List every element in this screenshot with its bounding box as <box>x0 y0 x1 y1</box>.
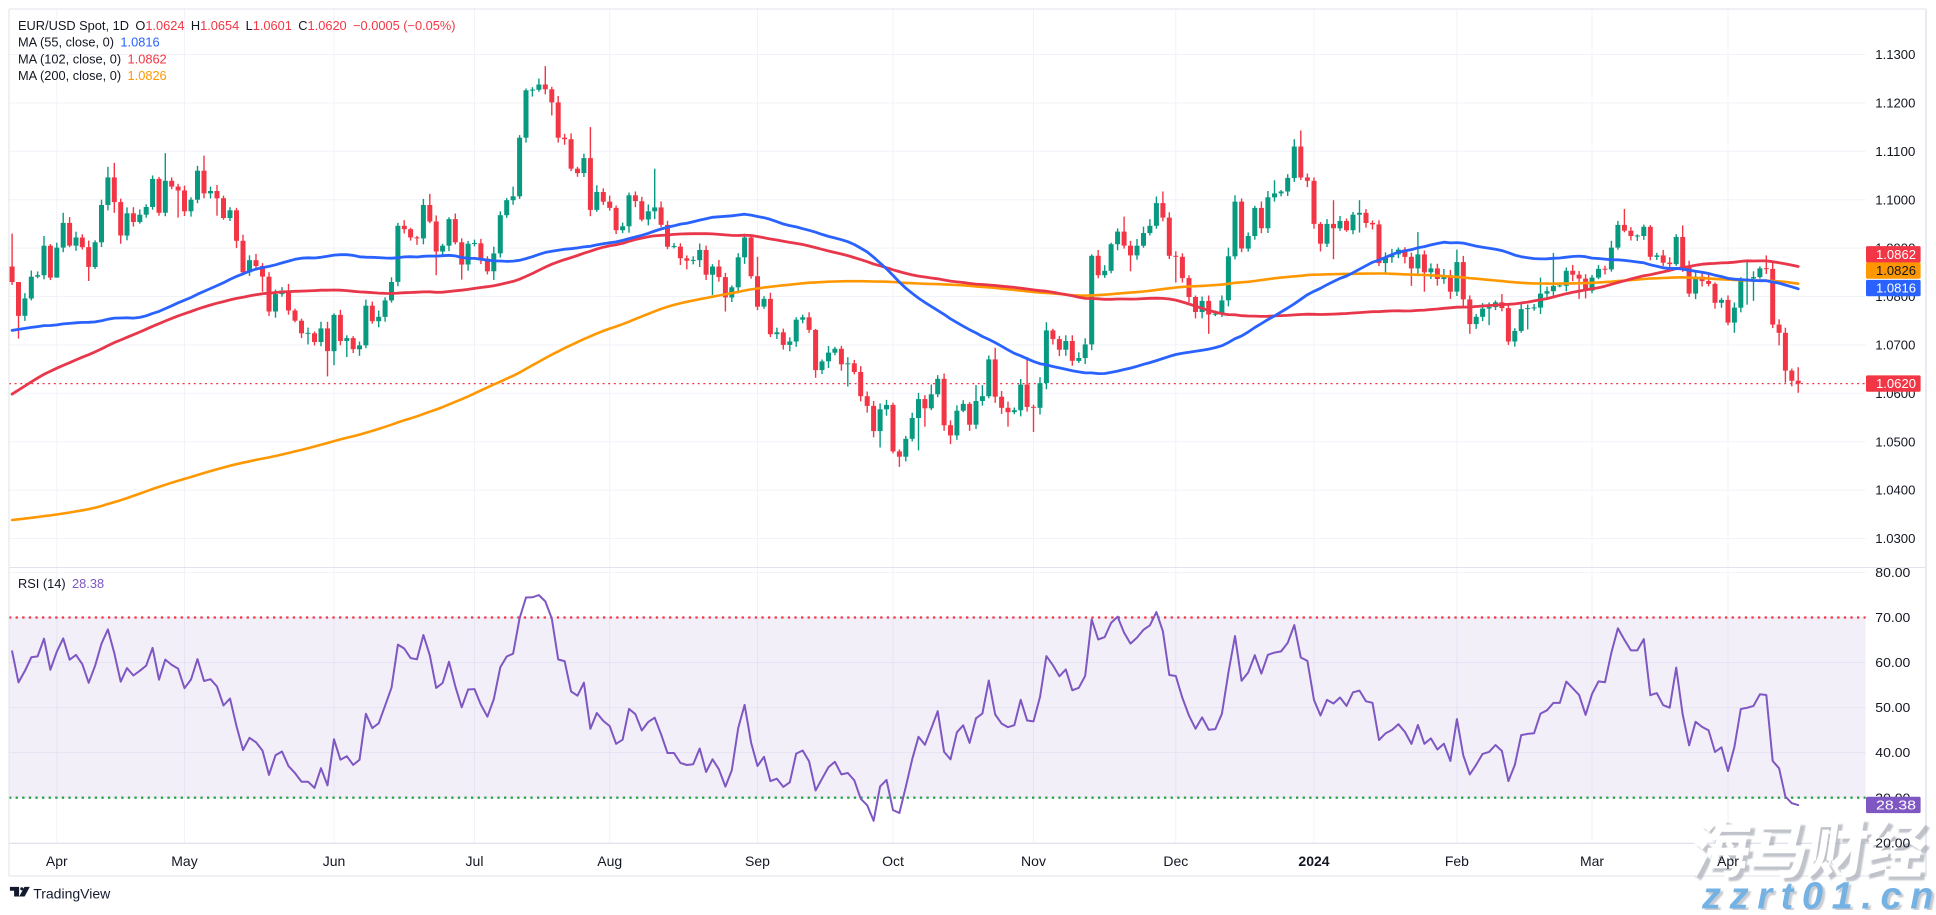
svg-text:EUR/USD Spot, 1D O1.0624 H1.06: EUR/USD Spot, 1D O1.0624 H1.0654 L1.0601… <box>18 18 456 33</box>
svg-text:1.1000: 1.1000 <box>1875 192 1915 207</box>
svg-text:28.38: 28.38 <box>1876 798 1916 813</box>
svg-text:1.0862: 1.0862 <box>1876 247 1916 262</box>
svg-text:70.00: 70.00 <box>1875 610 1910 625</box>
svg-text:1.0620: 1.0620 <box>1876 376 1916 391</box>
svg-text:Jul: Jul <box>466 853 484 869</box>
svg-text:2024: 2024 <box>1298 853 1329 869</box>
svg-text:50.00: 50.00 <box>1875 700 1910 715</box>
svg-text:60.00: 60.00 <box>1875 655 1910 670</box>
svg-text:1.1100: 1.1100 <box>1875 144 1915 159</box>
svg-text:1.0500: 1.0500 <box>1875 434 1915 449</box>
svg-text:Apr: Apr <box>1717 853 1739 869</box>
svg-text:1.0400: 1.0400 <box>1875 483 1915 498</box>
svg-text:Jun: Jun <box>323 853 346 869</box>
svg-text:RSI (14) 28.38: RSI (14) 28.38 <box>18 576 104 591</box>
svg-text:1.0300: 1.0300 <box>1875 531 1915 546</box>
svg-text:1.1200: 1.1200 <box>1875 96 1915 111</box>
svg-text:Nov: Nov <box>1021 853 1046 869</box>
svg-text:20.00: 20.00 <box>1875 835 1910 850</box>
svg-text:Apr: Apr <box>46 853 68 869</box>
svg-text:MA (55, close, 0) 1.0816: MA (55, close, 0) 1.0816 <box>18 35 160 50</box>
svg-text:1.0816: 1.0816 <box>1876 281 1916 296</box>
svg-text:TradingView: TradingView <box>33 886 111 902</box>
svg-text:zzrt01.cn: zzrt01.cn <box>1704 878 1936 910</box>
svg-text:MA (200, close, 0) 1.0826: MA (200, close, 0) 1.0826 <box>18 68 167 83</box>
svg-text:Aug: Aug <box>597 853 622 869</box>
svg-text:Dec: Dec <box>1163 853 1188 869</box>
svg-text:80.00: 80.00 <box>1875 565 1910 580</box>
svg-text:1.0826: 1.0826 <box>1876 263 1916 278</box>
svg-text:1.1300: 1.1300 <box>1875 47 1915 62</box>
svg-text:Sep: Sep <box>745 853 770 869</box>
svg-text:zzrt01.cn: zzrt01.cn <box>1701 876 1936 911</box>
svg-text:May: May <box>171 853 197 869</box>
svg-text:Oct: Oct <box>882 853 904 869</box>
svg-text:MA (102, close, 0) 1.0862: MA (102, close, 0) 1.0862 <box>18 51 167 66</box>
svg-text:Feb: Feb <box>1445 853 1469 869</box>
svg-text:Mar: Mar <box>1580 853 1604 869</box>
svg-text:40.00: 40.00 <box>1875 745 1910 760</box>
svg-text:1.0700: 1.0700 <box>1875 338 1915 353</box>
